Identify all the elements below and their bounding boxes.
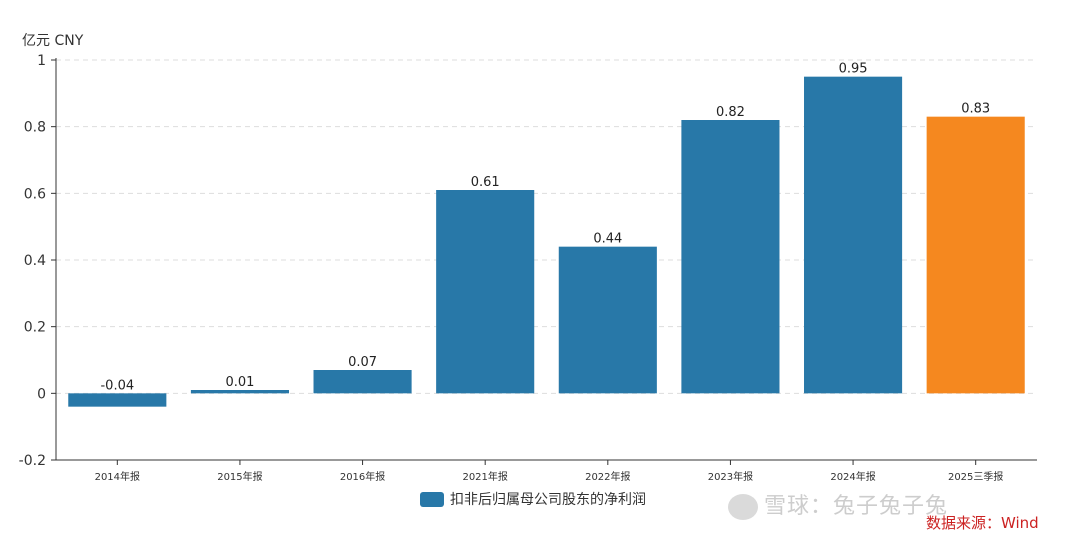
x-tick-label: 2024年报 [830,470,875,483]
y-tick-label: 0.2 [24,320,46,336]
x-tick-label: 2015年报 [217,470,262,483]
watermark-text: 雪球：兔子兔子兔 [764,494,949,519]
bar [313,370,412,394]
y-tick-label: -0.2 [19,453,46,469]
x-tick-label: 2014年报 [95,470,140,483]
y-tick-label: 0.8 [24,120,46,136]
data-label: 0.07 [348,355,377,370]
wechat-icon [728,494,758,520]
data-label: 0.01 [225,375,254,390]
bar [68,393,167,407]
bar [681,120,780,394]
y-tick-label: 0 [37,386,46,402]
data-label: 0.95 [839,62,868,77]
x-tick-label: 2025三季报 [948,470,1003,483]
data-label: -0.04 [100,378,134,393]
data-label: 0.44 [593,232,622,247]
x-tick-label: 2023年报 [708,470,753,483]
legend-swatch [420,491,444,507]
y-tick-label: 0.4 [24,253,46,269]
data-label: 0.61 [471,175,500,190]
legend-label: 扣非后归属母公司股东的净利润 [450,492,646,508]
watermark: 雪球：兔子兔子兔 [728,488,948,520]
x-tick-label: 2016年报 [340,470,385,483]
x-tick-label: 2021年报 [462,470,507,483]
legend: 扣非后归属母公司股东的净利润 [420,489,646,509]
y-tick-label: 1 [37,53,46,69]
y-axis-unit-label: 亿元 CNY [22,33,84,49]
bar [436,190,535,394]
data-label: 0.82 [716,105,745,120]
x-tick-label: 2022年报 [585,470,630,483]
y-tick-label: 0.6 [24,186,46,202]
bar [190,390,289,394]
bar [558,246,657,394]
bar [926,116,1025,394]
bar [804,76,903,394]
data-source: 数据来源：Wind [926,514,1039,532]
data-label: 0.83 [961,102,990,117]
